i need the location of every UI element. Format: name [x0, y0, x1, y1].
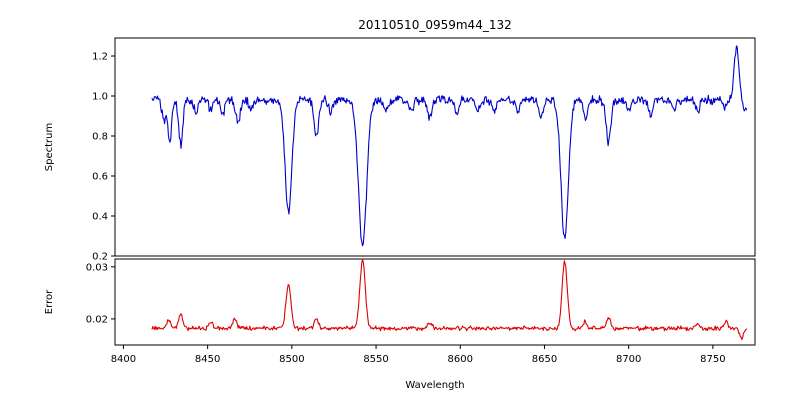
y-tick-label: 0.03	[86, 262, 108, 273]
x-tick-label: 8500	[279, 354, 304, 365]
error-line-series	[151, 258, 748, 341]
x-axis-label: Wavelength	[405, 380, 464, 391]
x-tick-label: 8600	[448, 354, 473, 365]
x-tick-label: 8550	[363, 354, 388, 365]
y-tick-label: 0.6	[92, 172, 108, 183]
y-tick-label: 0.2	[92, 252, 108, 263]
y-tick-label: 1.0	[92, 92, 108, 103]
y-tick-label: 0.8	[92, 132, 108, 143]
y-tick-label: 1.2	[92, 52, 108, 63]
x-tick-label: 8400	[111, 354, 136, 365]
spectrum-panel-spines	[114, 37, 756, 257]
y-axis-label-error: Error	[44, 289, 55, 314]
chart-title: 20110510_0959m44_132	[358, 18, 511, 32]
plot-render-layer: 0.2 0.4 0.6 0.8 1.0 1.2 0.02 0.03 8400 8450 8500 85…	[86, 37, 756, 365]
spectrum-line-series	[151, 45, 748, 247]
y-axis-label-spectrum: Spectrum	[44, 123, 55, 171]
x-tick-label: 8750	[700, 354, 725, 365]
x-tick-label: 8650	[532, 354, 557, 365]
x-tick-label: 8450	[195, 354, 220, 365]
x-tick-label: 8700	[616, 354, 641, 365]
y-tick-label: 0.4	[92, 212, 108, 223]
error-panel-spines	[114, 258, 756, 346]
y-tick-label: 0.02	[86, 314, 108, 325]
